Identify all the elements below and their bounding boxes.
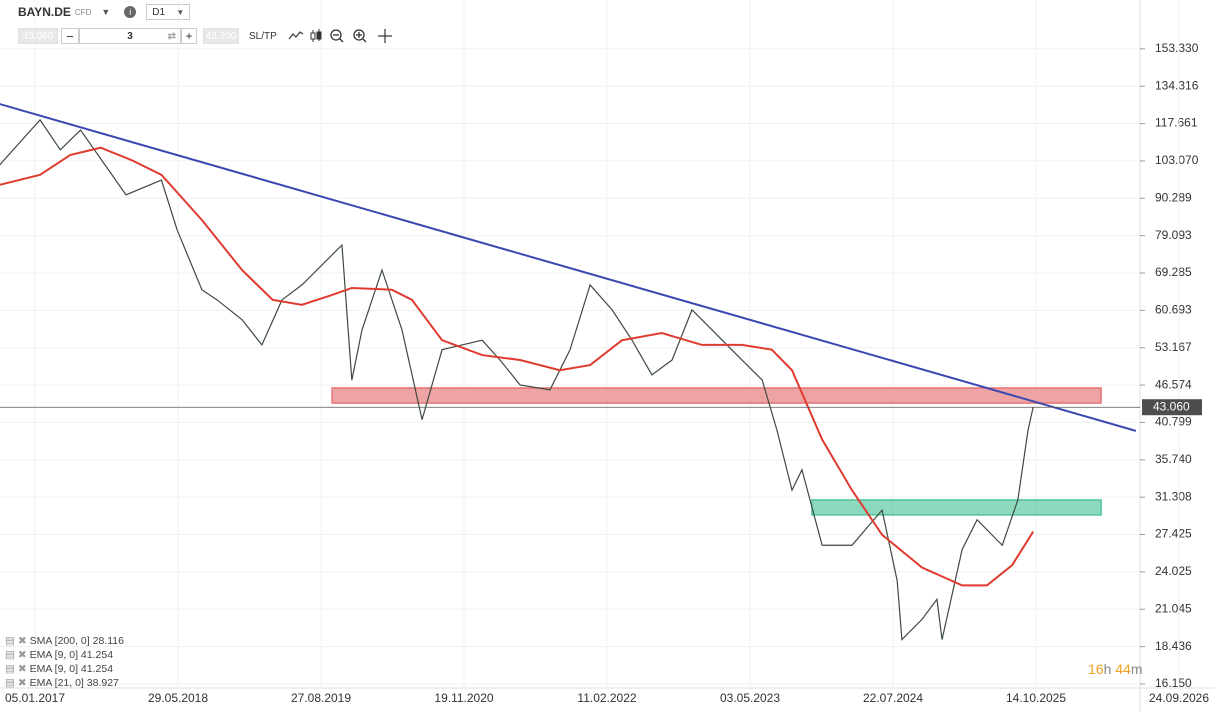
indicator-label: EMA [9, 0] 41.254: [29, 649, 114, 661]
volume-field[interactable]: 3 ⇄: [79, 28, 181, 44]
indicator[interactable]: ▤ ✖ EMA [21, 0] 38.927: [5, 677, 124, 691]
candle-tool[interactable]: [310, 29, 322, 42]
indicator[interactable]: ▤ ✖ EMA [9, 0] 41.254: [5, 663, 124, 677]
symbol[interactable]: BAYN.DE: [18, 5, 71, 19]
trendline: [0, 103, 1137, 432]
volume: 3: [127, 30, 133, 42]
y-tick-label: 117.661: [1155, 116, 1198, 130]
y-tick-label: 40.799: [1155, 415, 1192, 429]
timeframe-select[interactable]: D1 ▼: [146, 4, 191, 20]
order-bar: 43.060 − 3 ⇄ + 43.200 SL/TP: [18, 28, 405, 44]
info-icon[interactable]: i: [124, 6, 137, 18]
indicator-icon: ▤ ✖: [5, 663, 30, 675]
x-tick-label: 03.05.2023: [720, 691, 780, 705]
y-tick-label: 134.316: [1155, 78, 1199, 92]
timeframe: D1: [152, 6, 166, 18]
x-tick-label: 24.09.2026: [1149, 691, 1209, 705]
x-tick-label: 14.10.2025: [1006, 691, 1066, 705]
zone: [331, 387, 1102, 404]
swap-icon: ⇄: [167, 30, 176, 42]
indicator-icon: ▤ ✖: [5, 635, 30, 647]
x-tick-label: 05.01.2017: [5, 691, 65, 705]
indicator-label: EMA [9, 0] 41.254: [29, 663, 114, 675]
y-tick-label: 60.693: [1155, 303, 1192, 317]
bid-field[interactable]: 43.060: [18, 28, 58, 44]
chart-tools: [288, 29, 392, 43]
y-tick-label: 79.093: [1155, 228, 1192, 242]
y-tick-label: 103.070: [1155, 153, 1199, 167]
series-line: [0, 146, 1034, 587]
countdown-minutes-unit: m: [1130, 661, 1143, 677]
y-tick-label: 31.308: [1155, 489, 1192, 503]
line-tool[interactable]: [288, 31, 304, 40]
y-tick-label: 27.425: [1155, 527, 1192, 541]
indicator-icon: ▤ ✖: [5, 649, 30, 661]
last-price-box: [1142, 399, 1202, 416]
x-tick-label: 29.05.2018: [148, 691, 208, 705]
x-tick-label: 11.02.2022: [577, 691, 636, 705]
y-tick-label: 153.330: [1155, 41, 1199, 55]
y-tick-label: 21.045: [1155, 601, 1192, 615]
indicator-label: EMA [21, 0] 38.927: [29, 677, 119, 689]
y-tick-label: 16.150: [1155, 676, 1192, 690]
y-tick-label: 24.025: [1155, 564, 1192, 578]
indicator-legend: ▤ ✖ SMA [200, 0] 28.116 ▤ ✖ EMA [9, 0] 41…: [5, 635, 124, 691]
y-tick-label: 35.740: [1155, 452, 1192, 466]
move-tool[interactable]: [377, 29, 392, 43]
countdown: 16h 44m: [1088, 661, 1143, 677]
y-tick-label: 46.574: [1155, 377, 1192, 391]
y-tick-label: 69.285: [1155, 265, 1192, 279]
indicator-icon: ▤ ✖: [5, 677, 30, 689]
y-tick-label: 18.436: [1155, 639, 1192, 653]
x-tick-label: 19.11.2020: [434, 691, 493, 705]
zone: [811, 499, 1102, 516]
plus-button[interactable]: +: [181, 28, 197, 44]
indicator[interactable]: ▤ ✖ SMA [200, 0] 28.116: [5, 635, 124, 649]
last-price-label: 43.060: [1153, 399, 1190, 413]
indicator[interactable]: ▤ ✖ EMA [9, 0] 41.254: [5, 649, 124, 663]
dropdown-arrow: ▼: [176, 7, 185, 17]
countdown-minutes: 44: [1115, 661, 1131, 677]
y-tick-label: 53.167: [1155, 340, 1192, 354]
indicator-label: SMA [200, 0] 28.116: [29, 635, 124, 647]
symbol-bar: BAYN.DE CFD ▼ i D1 ▼: [18, 4, 191, 20]
countdown-hours: 16: [1088, 661, 1104, 677]
symbol-dropdown[interactable]: ▼: [101, 7, 111, 17]
minus-button[interactable]: −: [61, 28, 79, 44]
zoom-out[interactable]: [330, 29, 344, 43]
series-line: [0, 118, 1034, 641]
ask-field[interactable]: 43.200: [203, 28, 239, 44]
x-tick-label: 22.07.2024: [863, 691, 923, 705]
zoom-in[interactable]: [353, 29, 367, 43]
y-tick-label: 90.289: [1155, 190, 1192, 204]
symbol-type: CFD: [74, 7, 92, 17]
countdown-hours-unit: h: [1103, 661, 1112, 677]
x-tick-label: 27.08.2019: [291, 691, 351, 705]
sltp-button[interactable]: SL/TP: [249, 30, 277, 42]
